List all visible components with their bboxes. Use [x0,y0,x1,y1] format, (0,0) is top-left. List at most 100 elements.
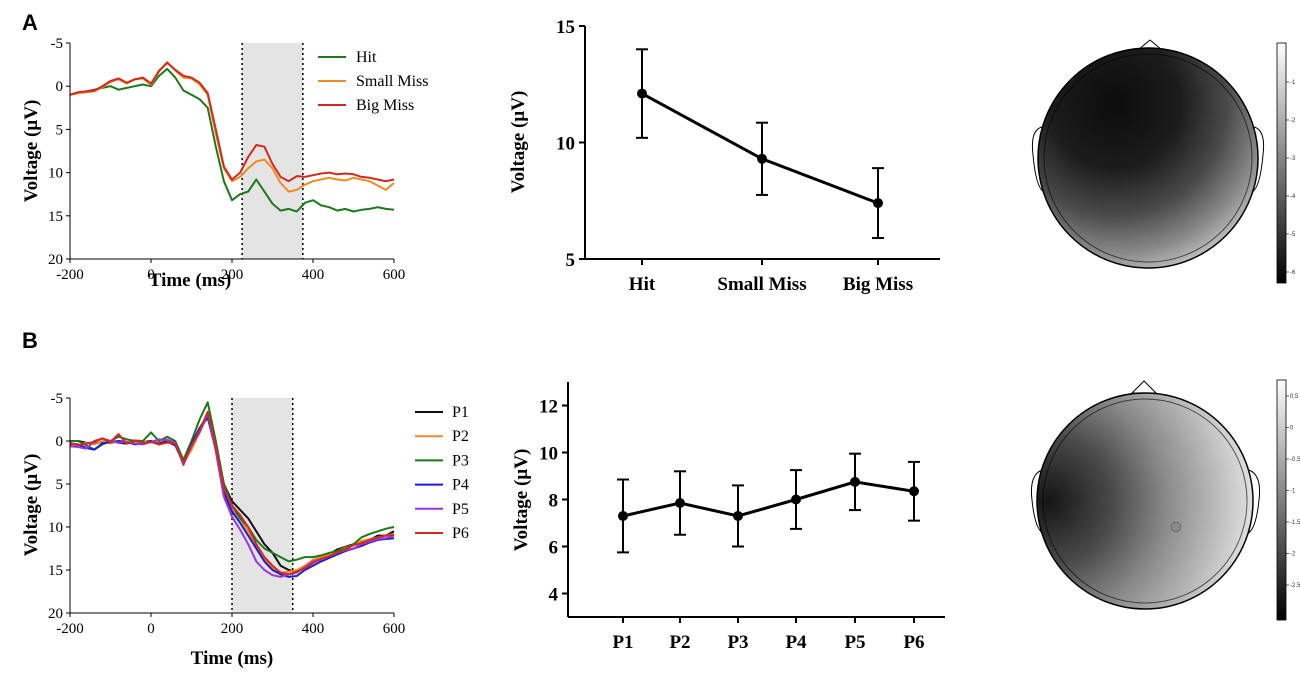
nose-outline [1130,380,1158,394]
y-tick-label: 20 [48,252,63,268]
panel-a-topomap: -1 -2 -3 -4 -5 -6 [1031,39,1296,284]
colorbar-tick-label: -3 [1290,156,1296,162]
x-tick-label: 400 [302,621,325,637]
electrode-circle [1043,53,1253,263]
x-tick-label: 600 [383,267,406,283]
colorbar-tick-label: -0.5 [1290,457,1300,463]
y-tick-label: 20 [48,606,63,622]
local-minimum-spot [1170,521,1182,533]
colorbar-tick-label: -1 [1290,489,1296,495]
y-tick-label: 0 [56,79,64,95]
y-tick-label: 10 [556,134,575,155]
colorbar-tick-label: -2 [1290,118,1296,124]
colorbar-tick-label: 0.5 [1290,394,1299,400]
mean-line [641,92,879,205]
x-axis-label: Time (ms) [191,648,274,669]
colorbar [1276,379,1287,621]
x-tick-label: Small Miss [717,274,806,295]
legend-label-p4: P4 [452,477,469,494]
mean-line [622,480,915,518]
legend-label-p3: P3 [452,452,469,469]
mean-point-p2 [675,498,685,509]
legend-label-p5: P5 [452,501,469,518]
panel-b-mean-chart: 4 6 8 10 12 P1 P2 P3 P4 P5 P6 Voltage (µV) [511,382,945,653]
series-line-p1 [70,414,395,573]
x-tick-label: 400 [302,267,325,283]
colorbar-tick-label: -6 [1290,270,1296,276]
y-axis-label: Voltage (µV) [21,454,42,557]
colorbar-tick-label: -2.5 [1290,583,1300,589]
x-tick-label: P4 [785,632,807,653]
y-tick-label: 15 [556,17,575,38]
y-tick-label: 10 [48,520,63,536]
legend-label-hit: Hit [356,49,377,66]
x-tick-label: -200 [56,621,84,637]
y-tick-label: 10 [48,166,63,182]
mean-point-p1 [618,510,628,521]
scalp-map [1037,393,1253,609]
colorbar-tick-label: -1 [1290,80,1296,86]
x-tick-label: 200 [221,621,244,637]
y-tick-label: 8 [549,491,559,512]
x-tick-label: P3 [727,632,748,653]
y-axis-label: Voltage (µV) [508,91,529,194]
panel-b-topomap: 0.5 0 -0.5 -1 -1.5 -2 -2.5 [1031,379,1300,621]
colorbar-tick-label: -4 [1290,194,1296,200]
x-tick-label: 0 [147,621,155,637]
x-tick-label: Big Miss [843,274,913,295]
x-tick-label: 0 [147,267,155,283]
y-tick-label: 5 [56,122,64,138]
y-tick-label: 5 [56,477,64,493]
legend-label-small-miss: Small Miss [356,73,428,90]
legend-label-big-miss: Big Miss [356,97,414,114]
y-tick-label: -5 [51,36,64,52]
x-tick-label: P6 [903,632,924,653]
colorbar-tick-label: -1.5 [1290,520,1300,526]
x-tick-label: -200 [56,267,84,283]
head-outline [1037,47,1259,269]
y-tick-label: 15 [48,563,63,579]
y-tick-label: 15 [48,209,63,225]
y-tick-label: 4 [549,585,559,606]
legend: Hit Small Miss Big Miss [318,49,428,114]
y-tick-label: 6 [549,538,559,559]
y-axis-label: Voltage (µV) [21,100,42,203]
panel-label-a: A [22,10,38,35]
electrode-circle [1042,398,1248,604]
x-axis-label: Time (ms) [149,270,232,291]
y-tick-label: 5 [566,250,576,271]
series-line-big-miss [69,61,395,183]
series-line-hit [69,67,395,213]
legend: P1 P2 P3 P4 P5 P6 [415,404,469,542]
panel-label-b: B [22,328,38,353]
scalp-map [1038,48,1258,268]
y-tick-label: 12 [539,397,558,418]
colorbar [1276,42,1287,284]
x-tick-label: P2 [669,632,690,653]
shaded-time-window [232,398,293,613]
y-tick-label: 10 [539,444,558,465]
head-outline [1036,392,1254,610]
y-tick-label: -5 [51,391,64,407]
y-tick-label: 0 [56,434,64,450]
x-tick-label: P1 [612,632,633,653]
x-tick-label: 600 [383,621,406,637]
mean-point-p4 [791,494,801,505]
x-tick-label: P5 [844,632,865,653]
colorbar-tick-label: -5 [1290,232,1296,238]
legend-label-p6: P6 [452,525,469,542]
mean-point-p5 [850,476,860,487]
mean-point-small-miss [757,153,767,164]
panel-a-erp-chart: -5 0 5 10 15 20 -200 0 200 400 600 Time (ms) Volt… [21,36,428,291]
x-tick-label: 200 [221,267,244,283]
mean-point-p6 [909,486,919,497]
panel-b-erp-chart: -5 0 5 10 15 20 -200 0 200 400 600 Time (ms) Volt… [21,391,469,669]
legend-label-p2: P2 [452,428,469,445]
mean-point-big-miss [873,198,883,209]
colorbar-tick-label: 0 [1290,426,1294,432]
colorbar-tick-label: -2 [1290,552,1296,558]
x-tick-label: Hit [629,274,656,295]
mean-point-p3 [733,510,743,521]
series-line-p6 [69,410,395,576]
